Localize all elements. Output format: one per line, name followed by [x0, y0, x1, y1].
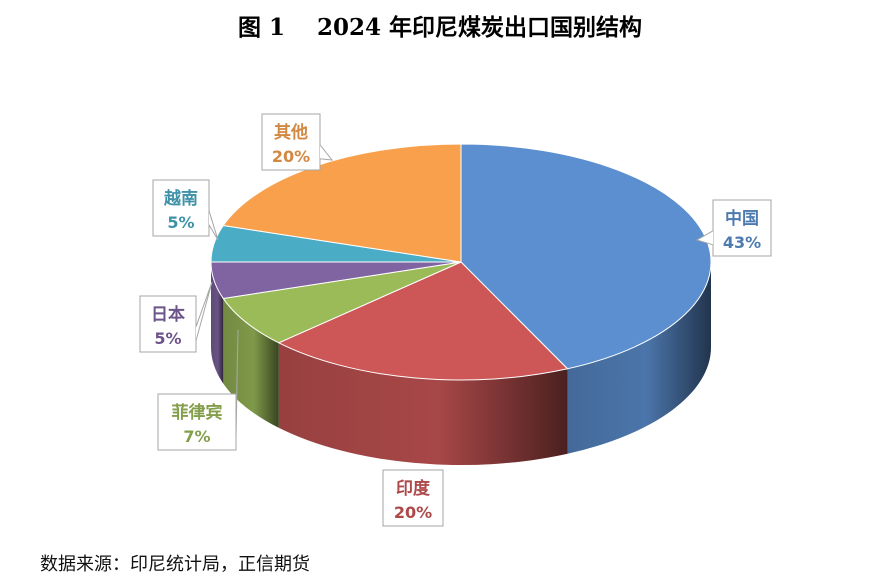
callout-5: 其他 20% — [261, 113, 334, 171]
slice-side-shade-0 — [567, 262, 711, 454]
callout-box-0 — [712, 199, 772, 257]
slice-value-label-2: 7% — [183, 427, 210, 446]
callout-2: 菲律宾 7% — [157, 329, 239, 451]
slice-side-shade-3 — [211, 262, 224, 384]
slice-side-shade-1 — [278, 342, 568, 465]
callout-3: 日本 5% — [139, 281, 213, 353]
callout-pointer-5 — [319, 144, 334, 161]
callout-pointer-3 — [195, 281, 213, 341]
data-source: 数据来源：印尼统计局，正信期货 — [40, 554, 310, 575]
slice-value-label-3: 5% — [154, 329, 181, 348]
slice-name-label-0: 中国 — [725, 208, 759, 229]
callout-pointer-2 — [235, 329, 239, 439]
slice-name-label-1: 印度 — [396, 478, 431, 499]
callout-box-5 — [261, 113, 321, 171]
chart-title: 图 1 2024 年印尼煤炭出口国别结构 — [237, 14, 643, 41]
callout-0: 中国 43% — [695, 199, 772, 257]
callout-4: 越南 5% — [152, 179, 219, 241]
callout-box-1 — [382, 469, 444, 527]
pie-callouts: 中国 43% 印度 20% 菲律宾 7% 日本 5% 越南 5% 其他 20% — [139, 113, 772, 527]
callout-pointer-0 — [695, 230, 714, 246]
slice-1 — [277, 261, 569, 381]
callout-1: 印度 20% — [382, 469, 444, 527]
pie-sides — [211, 262, 711, 465]
callout-box-3 — [139, 295, 197, 353]
slice-name-label-2: 菲律宾 — [172, 402, 223, 423]
slice-name-label-4: 越南 — [163, 188, 198, 209]
callout-pointer-4 — [208, 210, 219, 241]
pie-tops — [210, 143, 712, 381]
slice-value-label-5: 20% — [272, 147, 310, 166]
slice-2 — [222, 261, 462, 344]
slice-value-label-4: 5% — [167, 213, 194, 232]
callout-box-2 — [157, 393, 237, 451]
slice-name-label-3: 日本 — [151, 304, 185, 325]
slice-name-label-5: 其他 — [274, 122, 308, 143]
slice-value-label-0: 43% — [723, 233, 761, 252]
slice-value-label-1: 20% — [394, 503, 432, 522]
callout-box-4 — [152, 179, 210, 237]
